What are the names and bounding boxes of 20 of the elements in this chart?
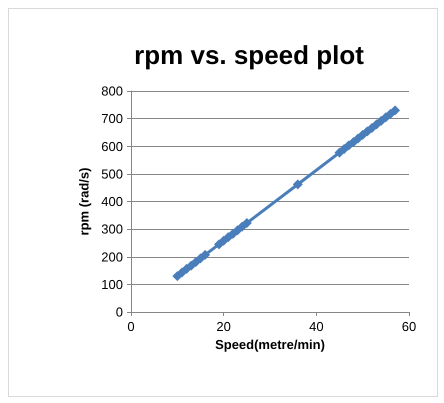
x-tick-label: 40 (309, 319, 324, 334)
y-tick-label: 200 (101, 249, 123, 264)
y-tick-label: 600 (101, 138, 123, 154)
x-tick-label: 0 (127, 319, 135, 334)
y-tick-label: 100 (101, 276, 123, 292)
x-tick-label: 20 (216, 319, 231, 334)
y-tick-label: 400 (101, 194, 123, 209)
point (292, 179, 303, 190)
y-tick-label: 500 (101, 166, 123, 182)
x-axis-title: Speed(metre/min) (215, 336, 325, 352)
point (200, 250, 210, 260)
y-axis-title: rpm (rad/s) (76, 168, 92, 236)
y-tick-label: 0 (116, 304, 123, 320)
x-tick-label: 60 (402, 319, 416, 334)
point (242, 218, 252, 228)
y-tick-label: 700 (101, 111, 123, 126)
point (390, 105, 400, 116)
y-tick-label: 800 (101, 84, 123, 98)
y-tick-label: 300 (101, 222, 123, 237)
chart-title: rpm vs. speed plot (134, 40, 364, 70)
